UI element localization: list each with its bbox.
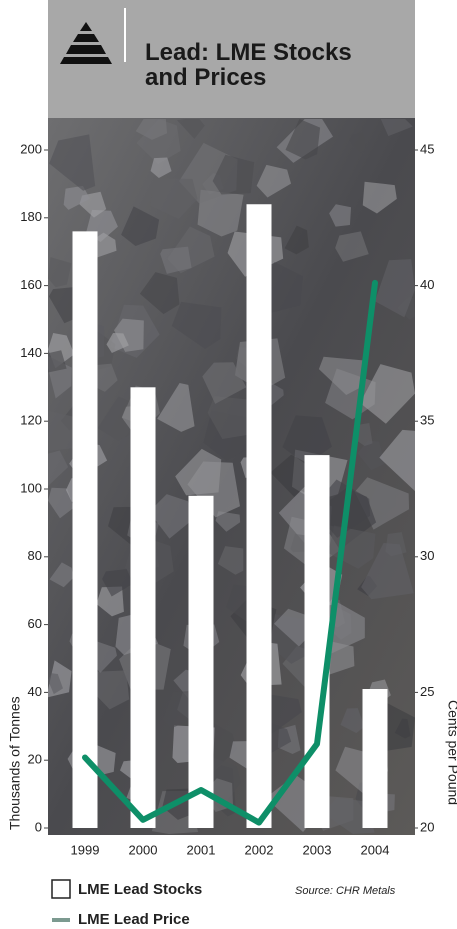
y-tick-label: 120 [20,413,42,428]
x-tick-label: 2003 [303,842,332,857]
y-tick-label: 20 [28,752,42,767]
bar [131,387,156,828]
y-tick-label: 0 [35,819,42,834]
y2-tick-label: 40 [420,277,434,292]
chart-title: Lead: LME Stocks and Prices [145,40,375,90]
y-tick-label: 80 [28,548,42,563]
chart: Thousands of Tonnes Cents per Pound LME … [0,0,457,929]
bar [305,455,330,828]
bar [189,496,214,828]
y-tick-label: 200 [20,141,42,156]
legend-label: LME Lead Stocks [78,881,202,898]
legend-label: LME Lead Price [78,911,190,928]
bar [247,204,272,828]
y-tick-label: 60 [28,616,42,631]
y2-tick-label: 25 [420,684,434,699]
source-note: Source: CHR Metals [295,885,396,897]
y-tick-label: 40 [28,684,42,699]
x-tick-label: 2004 [361,842,390,857]
bar [363,689,388,828]
x-tick-label: 2001 [187,842,216,857]
x-tick-label: 2002 [245,842,274,857]
y2-tick-label: 35 [420,413,434,428]
legend-swatch-bar [52,880,70,898]
y2-axis-label: Cents per Pound [445,700,457,805]
x-tick-label: 1999 [71,842,100,857]
page: Thousands of Tonnes Cents per Pound LME … [0,0,457,929]
y2-tick-label: 30 [420,548,434,563]
y-tick-label: 160 [20,277,42,292]
x-tick-label: 2000 [129,842,158,857]
y2-tick-label: 20 [420,819,434,834]
y-axis-label: Thousands of Tonnes [7,696,23,830]
y-tick-label: 140 [20,345,42,360]
y2-tick-label: 45 [420,141,434,156]
y-tick-label: 180 [20,209,42,224]
bar [73,231,98,828]
y-tick-label: 100 [20,480,42,495]
